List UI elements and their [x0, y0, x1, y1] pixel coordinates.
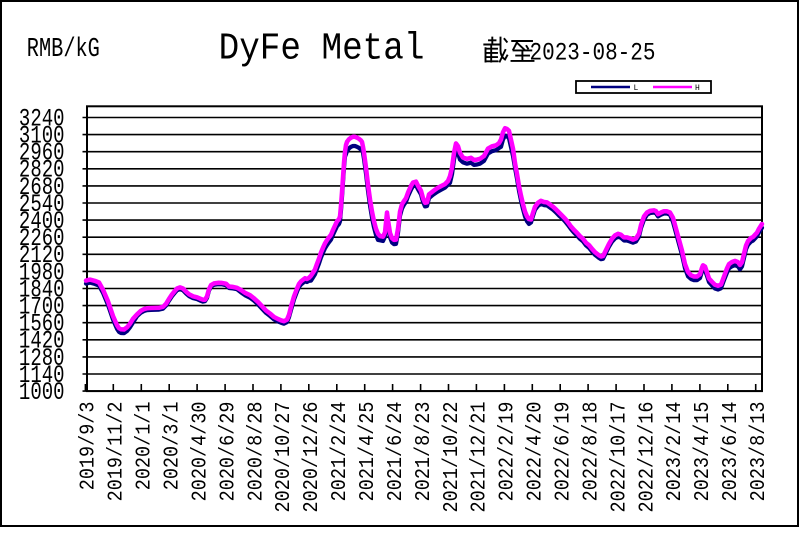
svg-text:2023-08-25: 2023-08-25	[530, 39, 656, 67]
svg-text:RMB/kG: RMB/kG	[27, 35, 100, 65]
svg-text:2021/12/21: 2021/12/21	[467, 402, 492, 513]
svg-text:2260: 2260	[19, 224, 65, 253]
svg-text:1560: 1560	[19, 309, 65, 338]
svg-text:2019/11/2: 2019/11/2	[103, 402, 128, 502]
svg-text:2021/2/24: 2021/2/24	[327, 402, 352, 502]
svg-text:2960: 2960	[19, 138, 65, 167]
svg-text:1420: 1420	[19, 326, 65, 355]
svg-text:2020/10/27: 2020/10/27	[271, 402, 296, 513]
svg-text:2023/4/15: 2023/4/15	[690, 402, 715, 502]
svg-text:1000: 1000	[19, 378, 65, 407]
svg-text:2022/4/20: 2022/4/20	[522, 402, 547, 502]
svg-text:2820: 2820	[19, 155, 65, 184]
svg-text:2020/4/30: 2020/4/30	[187, 402, 212, 502]
svg-text:1840: 1840	[19, 275, 65, 304]
svg-text:2022/12/16: 2022/12/16	[634, 402, 659, 513]
svg-text:1980: 1980	[19, 258, 65, 287]
svg-text:3100: 3100	[19, 121, 65, 150]
svg-text:2020/1/1: 2020/1/1	[131, 402, 156, 491]
svg-text:1700: 1700	[19, 292, 65, 321]
svg-text:2022/8/18: 2022/8/18	[578, 402, 603, 502]
svg-text:2023/6/14: 2023/6/14	[718, 402, 743, 502]
svg-text:2020/12/26: 2020/12/26	[299, 402, 324, 513]
svg-text:2023/2/14: 2023/2/14	[662, 402, 687, 502]
svg-text:2021/6/24: 2021/6/24	[383, 402, 408, 502]
svg-text:2022/2/19: 2022/2/19	[494, 402, 519, 502]
svg-text:2400: 2400	[19, 207, 65, 236]
svg-text:2019/9/3: 2019/9/3	[76, 402, 101, 491]
svg-text:1280: 1280	[19, 343, 65, 372]
svg-text:2120: 2120	[19, 241, 65, 270]
svg-text:1140: 1140	[19, 361, 65, 390]
svg-text:2020/8/28: 2020/8/28	[243, 402, 268, 502]
svg-text:2022/10/17: 2022/10/17	[606, 402, 631, 513]
svg-text:H: H	[695, 84, 700, 93]
svg-text:2021/8/23: 2021/8/23	[411, 402, 436, 502]
svg-text:2020/6/29: 2020/6/29	[215, 402, 240, 502]
svg-text:2680: 2680	[19, 172, 65, 201]
svg-text:2022/6/19: 2022/6/19	[550, 402, 575, 502]
svg-text:2021/4/25: 2021/4/25	[355, 402, 380, 502]
svg-text:2023/8/13: 2023/8/13	[746, 402, 771, 502]
svg-text:L: L	[634, 84, 639, 93]
svg-text:2020/3/1: 2020/3/1	[159, 402, 184, 491]
svg-text:2540: 2540	[19, 190, 65, 219]
svg-text:3240: 3240	[19, 104, 65, 133]
svg-text:2021/10/22: 2021/10/22	[439, 402, 464, 513]
svg-text:DyFe Metal: DyFe Metal	[219, 27, 425, 70]
